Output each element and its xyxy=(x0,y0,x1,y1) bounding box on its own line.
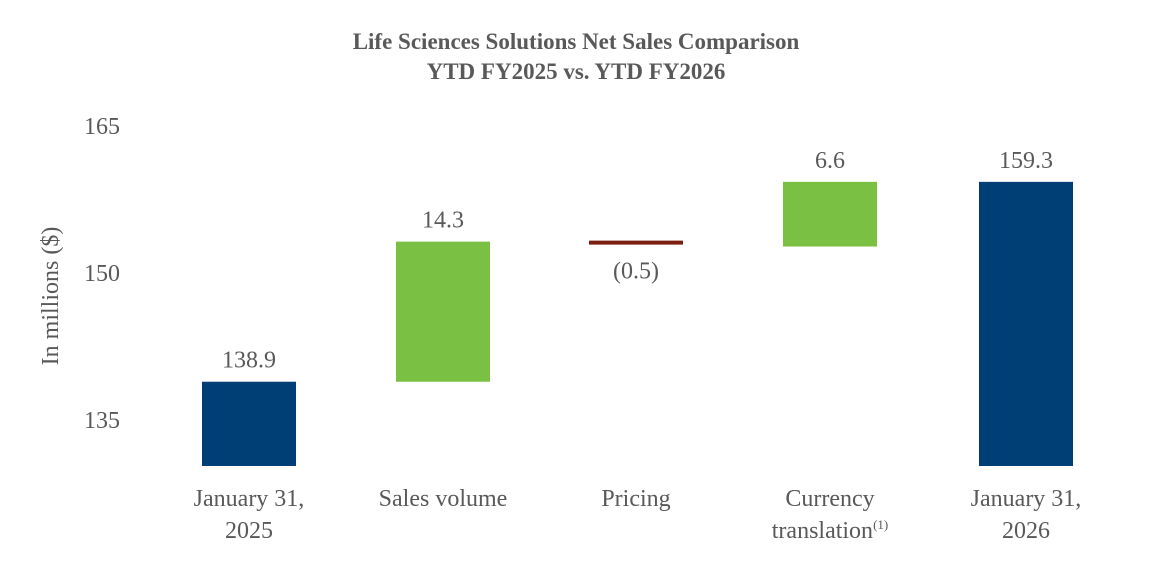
x-tick-label: Pricing xyxy=(601,486,670,512)
footnote-marker: (1) xyxy=(873,517,888,532)
data-labels-group: 138.9 14.3 (0.5) 6.6 159.3 xyxy=(222,148,1053,374)
x-tick-label: 2026 xyxy=(1002,518,1050,544)
data-label: 14.3 xyxy=(422,208,464,234)
y-tick-label: 165 xyxy=(84,114,120,140)
chart-title: Life Sciences Solutions Net Sales Compar… xyxy=(353,29,800,54)
chart-subtitle: YTD FY2025 vs. YTD FY2026 xyxy=(427,59,726,84)
y-tick-label: 150 xyxy=(84,261,120,287)
x-tick-label: translation(1) xyxy=(772,517,888,544)
data-label: 159.3 xyxy=(999,148,1053,174)
data-label: 138.9 xyxy=(222,348,276,374)
data-label: (0.5) xyxy=(613,259,659,285)
x-axis-labels: January 31, 2025 Sales volume Pricing Curren… xyxy=(194,486,1082,544)
bar-increase xyxy=(396,241,490,382)
bars-group xyxy=(202,181,1073,466)
y-axis-ticks: 165 150 135 xyxy=(84,114,120,434)
x-tick-label: January 31, xyxy=(971,486,1082,512)
bar-decrease xyxy=(589,240,683,245)
x-tick-label: 2025 xyxy=(225,518,273,544)
x-tick-label: Sales volume xyxy=(379,486,508,512)
bar-total xyxy=(979,181,1073,466)
data-label: 6.6 xyxy=(815,148,845,174)
bar-increase xyxy=(783,181,877,247)
x-tick-label: Currency xyxy=(785,486,874,512)
x-tick-label: January 31, xyxy=(194,486,305,512)
y-axis-label: In millions ($) xyxy=(38,227,64,366)
y-tick-label: 135 xyxy=(84,408,120,434)
bar-total xyxy=(202,381,296,466)
